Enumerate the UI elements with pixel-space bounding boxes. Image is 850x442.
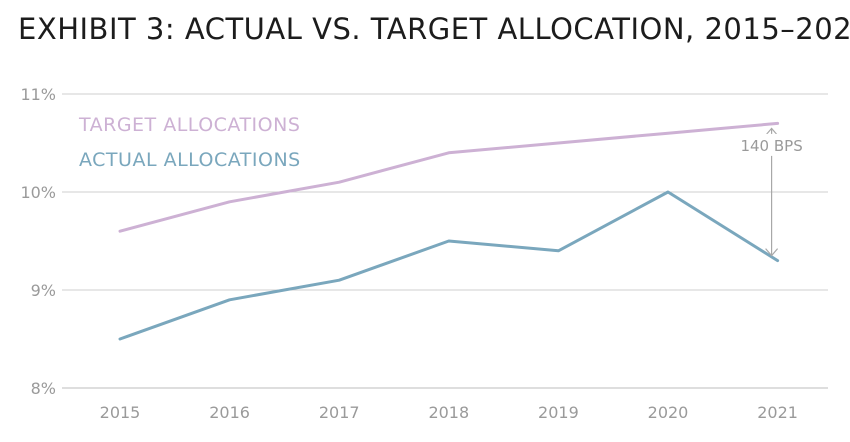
x-axis-ticks: 2015 2016 2017 2018 2019 2020 2021 xyxy=(100,403,798,422)
series-line-actual xyxy=(118,190,780,341)
legend-entry: TARGET ALLOCATIONS xyxy=(78,114,300,136)
x-tick-label: 2021 xyxy=(757,403,798,422)
arrowhead-up xyxy=(765,127,779,136)
gap-annotation: 140 BPS xyxy=(735,127,808,257)
series-lines xyxy=(118,121,780,341)
legend: TARGET ALLOCATIONS ACTUAL ALLOCATIONS xyxy=(78,114,301,171)
chart-title: EXHIBIT 3: ACTUAL VS. TARGET ALLOCATION,… xyxy=(18,12,850,46)
x-tick-label: 2019 xyxy=(538,403,579,422)
x-tick-label: 2020 xyxy=(648,403,689,422)
annotation-label-bg xyxy=(735,133,808,156)
y-axis-ticks: 8% 9% 10% 11% xyxy=(20,85,56,398)
x-tick-label: 2017 xyxy=(319,403,360,422)
y-tick-label: 9% xyxy=(31,281,56,300)
x-tick-label: 2016 xyxy=(209,403,250,422)
x-tick-label: 2018 xyxy=(428,403,469,422)
x-tick-label: 2015 xyxy=(100,403,141,422)
gridlines xyxy=(62,93,828,389)
series-line-target xyxy=(118,121,780,233)
y-tick-label: 11% xyxy=(20,85,56,104)
y-tick-label: 10% xyxy=(20,183,56,202)
legend-entry: ACTUAL ALLOCATIONS xyxy=(79,149,301,171)
annotation-label: 140 BPS xyxy=(740,137,802,155)
y-tick-label: 8% xyxy=(31,379,56,398)
arrowhead-down xyxy=(765,248,779,257)
